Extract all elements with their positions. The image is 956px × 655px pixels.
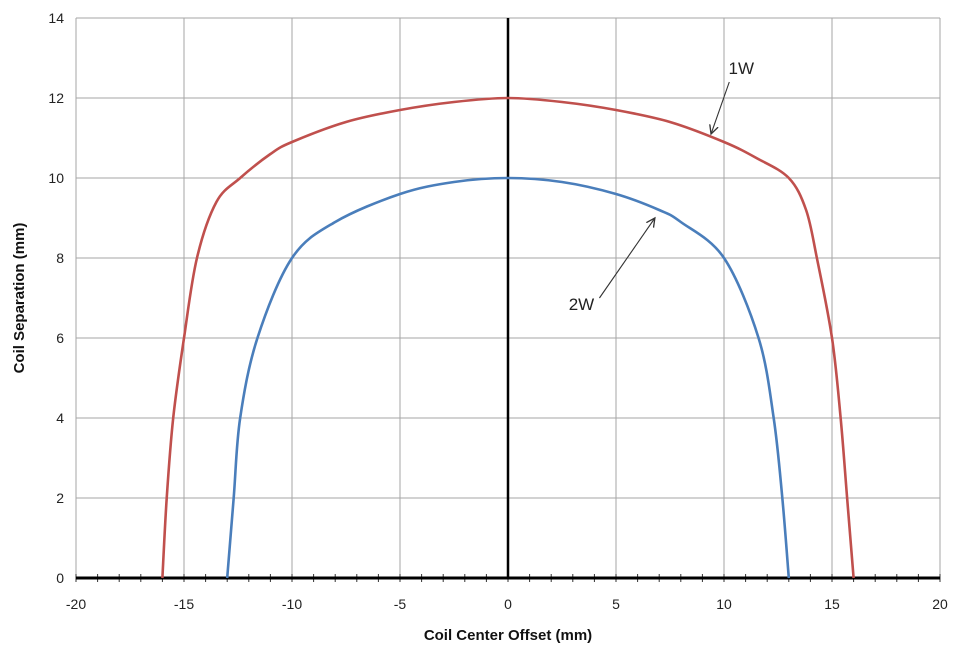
series	[161, 96, 855, 579]
series-line-2w	[225, 176, 791, 579]
y-tick-label: 12	[48, 90, 64, 106]
annotation-label: 1W	[729, 59, 755, 78]
grid	[75, 17, 941, 582]
series-line-1w	[161, 96, 855, 579]
annotations: 1W 2W	[569, 59, 754, 314]
x-tick-label: 15	[824, 596, 840, 612]
y-tick-label: 14	[48, 10, 64, 26]
annotation-label: 2W	[569, 295, 595, 314]
y-tick-label: 4	[56, 410, 64, 426]
y-tick-label: 2	[56, 490, 64, 506]
y-axis-label: Coil Separation (mm)	[11, 223, 28, 374]
x-tick-label: -5	[394, 596, 407, 612]
y-tick-label: 0	[56, 570, 64, 586]
x-tick-label: -10	[282, 596, 302, 612]
annotation-arrow	[598, 218, 654, 299]
annotation-arrow	[711, 81, 730, 134]
x-tick-label: -15	[174, 596, 194, 612]
y-tick-label: 6	[56, 330, 64, 346]
x-axis-label: Coil Center Offset (mm)	[424, 627, 592, 644]
y-tick-label: 8	[56, 250, 64, 266]
x-tick-label: 0	[504, 596, 512, 612]
x-tick-label: 20	[932, 596, 948, 612]
tick-labels: -20 -15 -10 -5 0 5 10 15 20 0 2 4 6 8 10 12 14	[48, 10, 948, 612]
x-tick-label: 10	[716, 596, 732, 612]
x-tick-label: 5	[612, 596, 620, 612]
x-tick-label: -20	[66, 596, 86, 612]
y-tick-label: 10	[48, 170, 64, 186]
